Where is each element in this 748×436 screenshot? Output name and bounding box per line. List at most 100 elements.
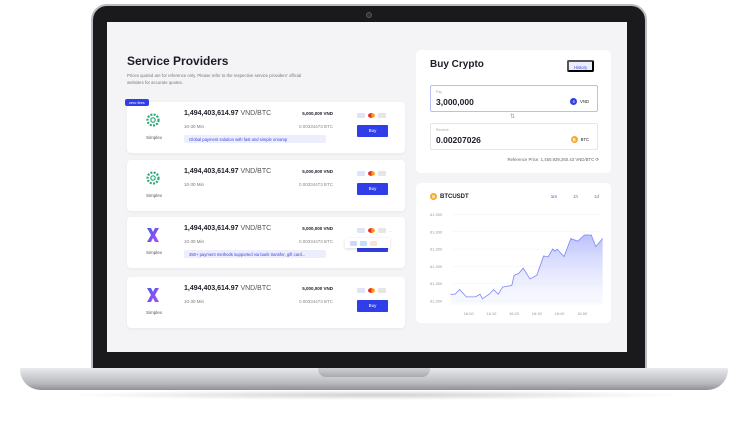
price-unit: VND/BTC — [240, 168, 272, 175]
visa-icon — [357, 113, 365, 118]
data-point — [513, 275, 515, 276]
receive-currency-label: BTC — [580, 137, 589, 142]
applepay-icon — [378, 171, 386, 176]
provider-card[interactable]: zero fees Simplex 1,494,403,614.97 VND/BT… — [125, 99, 405, 153]
data-point — [554, 250, 556, 252]
payment-methods: ... — [357, 228, 392, 233]
provider-price: 1,494,403,614.97 VND/BTC — [184, 110, 271, 117]
x-logo-icon — [147, 228, 159, 242]
receive-label: Receive — [436, 128, 449, 132]
data-point — [488, 293, 490, 295]
refresh-icon[interactable]: ⟳ — [595, 157, 599, 162]
zero-fees-badge: zero fees — [125, 99, 149, 106]
buy-button[interactable]: Buy — [357, 300, 388, 312]
applepay-icon — [378, 288, 386, 293]
price-unit: VND/BTC — [240, 225, 272, 232]
data-point — [590, 234, 592, 236]
buy-button[interactable]: Buy — [357, 183, 388, 195]
crypto-amount: 0.00334473 BTC — [298, 124, 333, 129]
x-tick-label: 16:40 — [554, 311, 565, 316]
data-point — [450, 293, 451, 295]
data-point — [529, 278, 531, 280]
btc-icon: ₿ — [570, 136, 578, 143]
swap-icon[interactable]: ⇅ — [510, 114, 516, 120]
camera — [366, 12, 372, 18]
y-tick-label: 61,300 — [430, 299, 443, 304]
reference-price: Reference Price: 1,450,939,260.43 VND/BT… — [507, 157, 599, 163]
data-point — [482, 298, 483, 300]
data-point — [511, 285, 513, 286]
payment-methods — [357, 113, 386, 118]
laptop-base — [20, 368, 728, 390]
page-title: Service Providers — [127, 54, 229, 68]
data-point — [552, 248, 553, 250]
y-tick-label: 61,300 — [430, 281, 443, 286]
provider-price: 1,494,403,614.97 VND/BTC — [184, 168, 271, 175]
simplex-logo-icon — [146, 171, 160, 185]
buy-crypto-title: Buy Crypto — [430, 59, 484, 70]
provider-card[interactable]: Simplex 1,494,403,614.97 VND/BTC 10-30 M… — [127, 277, 405, 328]
price-value: 1,494,403,614.97 — [184, 285, 239, 292]
data-point — [543, 255, 544, 257]
price-value: 1,494,403,614.97 — [184, 110, 239, 117]
pay-currency[interactable]: ₫ VND — [570, 98, 589, 105]
provider-price: 1,494,403,614.97 VND/BTC — [184, 285, 271, 292]
buy-crypto-panel: Buy Crypto History Pay 3,000,000 ₫ VND ⇅ … — [416, 50, 611, 173]
pay-input[interactable]: 3,000,000 — [436, 97, 474, 107]
reference-price-text: Reference Price: 1,450,939,260.43 VND/BT… — [507, 157, 595, 162]
data-point — [475, 296, 476, 298]
disclaimer: Prices quoted are for reference only. Pl… — [127, 72, 327, 86]
data-point — [570, 238, 572, 239]
provider-name: Simplex — [145, 310, 162, 315]
laptop-shadow — [60, 390, 688, 400]
data-point — [454, 293, 456, 295]
data-point — [518, 273, 519, 274]
interval-tab-1d[interactable]: 1d — [593, 194, 599, 199]
y-tick-label: 61,300 — [430, 264, 443, 269]
provider-card[interactable]: Simplex 1,494,403,614.97 VND/BTC 10-30 M… — [127, 217, 405, 268]
interval-tabs: 1m 1h 1d — [551, 194, 599, 199]
disclaimer-line: websites for accurate quotes. — [127, 80, 183, 85]
receive-input[interactable]: 0.00207026 — [436, 135, 481, 145]
receive-currency[interactable]: ₿ BTC — [570, 136, 589, 143]
bank-icon — [370, 240, 377, 246]
data-point — [493, 289, 494, 290]
disclaimer-line: Prices quoted are for reference only. Pl… — [127, 73, 302, 78]
receive-field[interactable]: Receive 0.00207026 ₿ BTC — [430, 123, 598, 150]
mastercard-icon — [368, 113, 375, 118]
provider-card[interactable]: Simplex 1,494,403,614.97 VND/BTC 10-30 M… — [127, 160, 405, 211]
x-logo-icon — [147, 288, 159, 302]
x-tick-label: 16:10 — [486, 311, 497, 316]
x-tick-label: 16:20 — [509, 311, 520, 316]
visa-icon — [357, 171, 365, 176]
applepay-icon — [378, 113, 386, 118]
interval-tab-1m[interactable]: 1m — [550, 194, 557, 199]
buy-button[interactable]: Buy — [357, 125, 388, 137]
data-point — [577, 240, 578, 242]
delivery-time: 10-30 Min — [184, 124, 205, 129]
delivery-time: 10-30 Min — [184, 182, 205, 187]
price-value: 1,494,403,614.97 — [184, 168, 239, 175]
payment-methods — [357, 171, 386, 176]
data-point — [479, 293, 481, 295]
screen: Service Providers Prices quoted are for … — [107, 22, 627, 352]
btc-icon: ₿ — [430, 193, 437, 200]
data-point — [536, 275, 538, 276]
more-methods[interactable]: ... — [389, 228, 393, 233]
history-button[interactable]: History — [567, 60, 594, 72]
card-icon — [360, 240, 367, 246]
payment-methods — [357, 288, 386, 293]
mastercard-icon — [368, 288, 375, 293]
interval-tab-1h[interactable]: 1h — [572, 194, 578, 199]
crypto-amount: 0.00334473 BTC — [298, 182, 333, 187]
data-point — [602, 238, 603, 239]
pay-field[interactable]: Pay 3,000,000 ₫ VND — [430, 85, 598, 112]
delivery-time: 10-30 Min — [184, 239, 205, 244]
x-tick-label: 16:50 — [577, 311, 588, 316]
laptop-notch — [318, 368, 430, 377]
provider-name: Simplex — [145, 135, 162, 140]
pay-label: Pay — [436, 90, 443, 94]
data-point — [466, 296, 467, 298]
fiat-amount: 5,000,000 VND — [302, 226, 333, 231]
simplex-logo-icon — [146, 113, 160, 127]
